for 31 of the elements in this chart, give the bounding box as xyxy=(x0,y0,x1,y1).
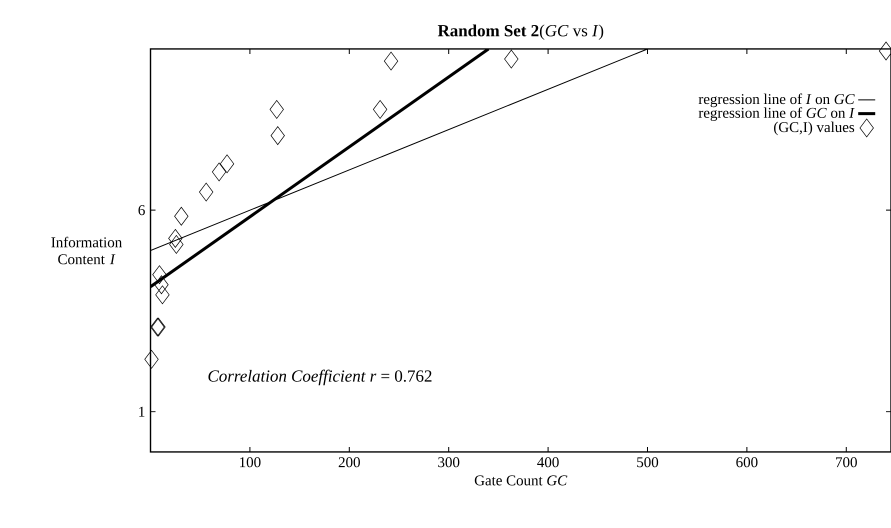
x-tick-label: 100 xyxy=(240,457,261,468)
point xyxy=(199,182,214,202)
point xyxy=(270,126,285,145)
point xyxy=(504,50,518,68)
point xyxy=(169,235,184,254)
x-tick-label: 400 xyxy=(537,457,559,468)
point xyxy=(220,154,234,174)
point xyxy=(270,100,284,119)
x-tick-label: 300 xyxy=(438,457,460,468)
x-tick-label: 600 xyxy=(736,457,758,468)
point xyxy=(174,206,188,226)
y-tick-label: 6 xyxy=(138,205,145,216)
point xyxy=(212,162,226,182)
point xyxy=(144,350,159,369)
point xyxy=(155,285,170,304)
y-axis-title: Information Content I xyxy=(51,236,122,264)
legend-label: regression line of I on GC xyxy=(698,93,855,108)
x-tick-label: 500 xyxy=(637,457,658,468)
x-tick-label: 700 xyxy=(836,457,857,468)
point xyxy=(168,229,182,248)
annotation: Correlation Coefficient r = 0.762 xyxy=(208,370,432,386)
point xyxy=(373,100,388,119)
point xyxy=(384,52,398,70)
chart-title: Random Set 2(GC vs I) xyxy=(438,24,604,40)
y-tick-label: 1 xyxy=(139,406,144,417)
legend-label: (GC,I) values xyxy=(774,122,854,136)
legend-label: regression line of GC on I xyxy=(698,107,855,121)
point xyxy=(154,275,169,294)
x-tick-label: 200 xyxy=(338,457,360,468)
point xyxy=(152,265,167,284)
x-axis-title: Gate Count GC xyxy=(474,475,568,486)
